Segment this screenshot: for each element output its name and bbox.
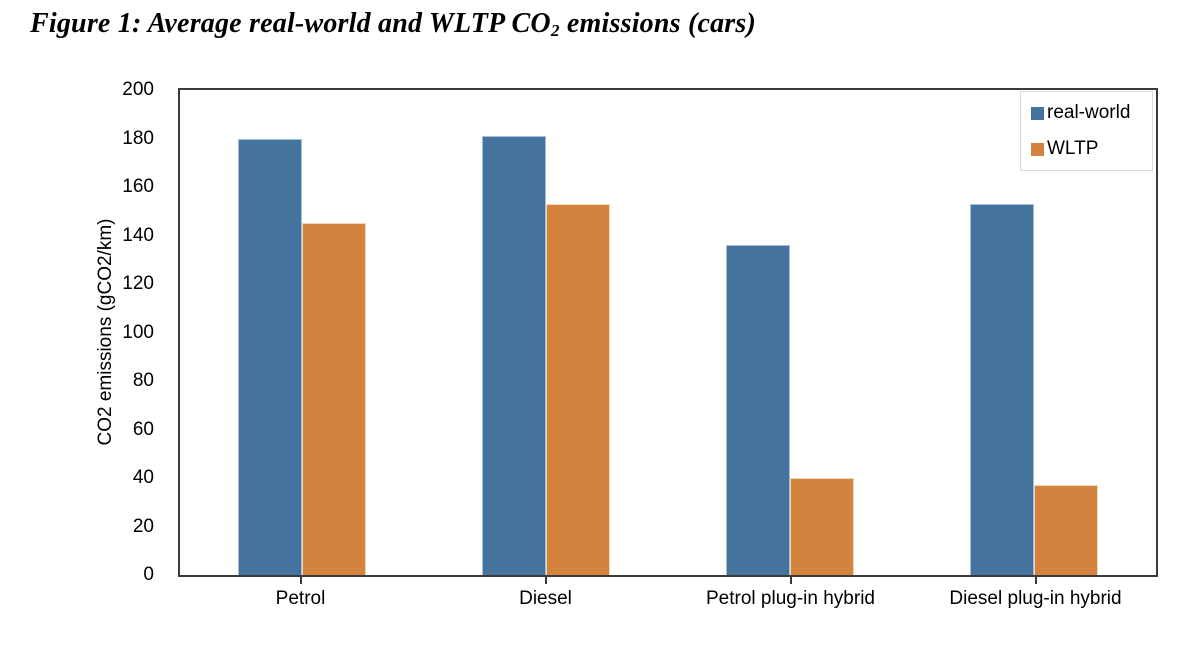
x-tick-mark [789,577,792,584]
plot-area [178,88,1158,577]
bar-real-world-diesel-plug-in-hybrid [970,203,1034,575]
y-tick-label: 100 [122,321,154,343]
x-category-label: Petrol plug-in hybrid [706,588,875,609]
wltp-swatch-icon [1031,142,1044,156]
y-axis-tick-labels: 0 20 40 60 80 100 120 140 160 180 200 [0,79,166,585]
y-tick-label: 20 [132,515,154,537]
legend-label-real-world: real-world [1047,102,1131,123]
bar-wltp-diesel-plug-in-hybrid [1034,485,1098,575]
y-tick-label: 160 [122,176,154,197]
bar-wltp-petrol [302,223,366,575]
x-tick-mark [1034,577,1037,584]
legend-item-wltp: WLTP [1031,139,1142,159]
x-category-label: Diesel [519,588,572,609]
real-world-swatch-icon [1031,106,1044,120]
x-category-label: Diesel plug-in hybrid [949,588,1122,609]
figure-title-subscript: 2 [550,21,560,41]
x-category-label: Petrol [275,588,326,609]
legend-item-real-world: real-world [1031,103,1142,123]
y-tick-label: 140 [122,224,154,246]
figure-title: Figure 1: Average real-world and WLTP CO… [30,8,756,40]
y-tick-label: 40 [132,467,154,488]
y-tick-label: 60 [132,418,154,440]
bar-wltp-diesel [546,203,610,575]
x-tick-mark [544,577,547,584]
y-tick-label: 180 [122,127,154,149]
y-tick-label: 80 [132,370,154,391]
legend-label-wltp: WLTP [1047,138,1099,159]
y-tick-label: 200 [122,79,154,100]
bar-real-world-petrol-plug-in-hybrid [726,245,790,575]
bar-real-world-diesel [482,136,546,575]
figure-title-suffix: emissions (cars) [559,8,757,39]
x-tick-mark [299,577,302,584]
figure-title-prefix: Figure 1: Average real-world and WLTP CO [30,8,551,39]
y-tick-label: 120 [122,273,154,294]
bar-wltp-petrol-plug-in-hybrid [790,478,854,575]
bar-real-world-petrol [238,138,302,575]
legend: real-world WLTP [1020,91,1153,171]
y-tick-label: 0 [143,564,154,585]
